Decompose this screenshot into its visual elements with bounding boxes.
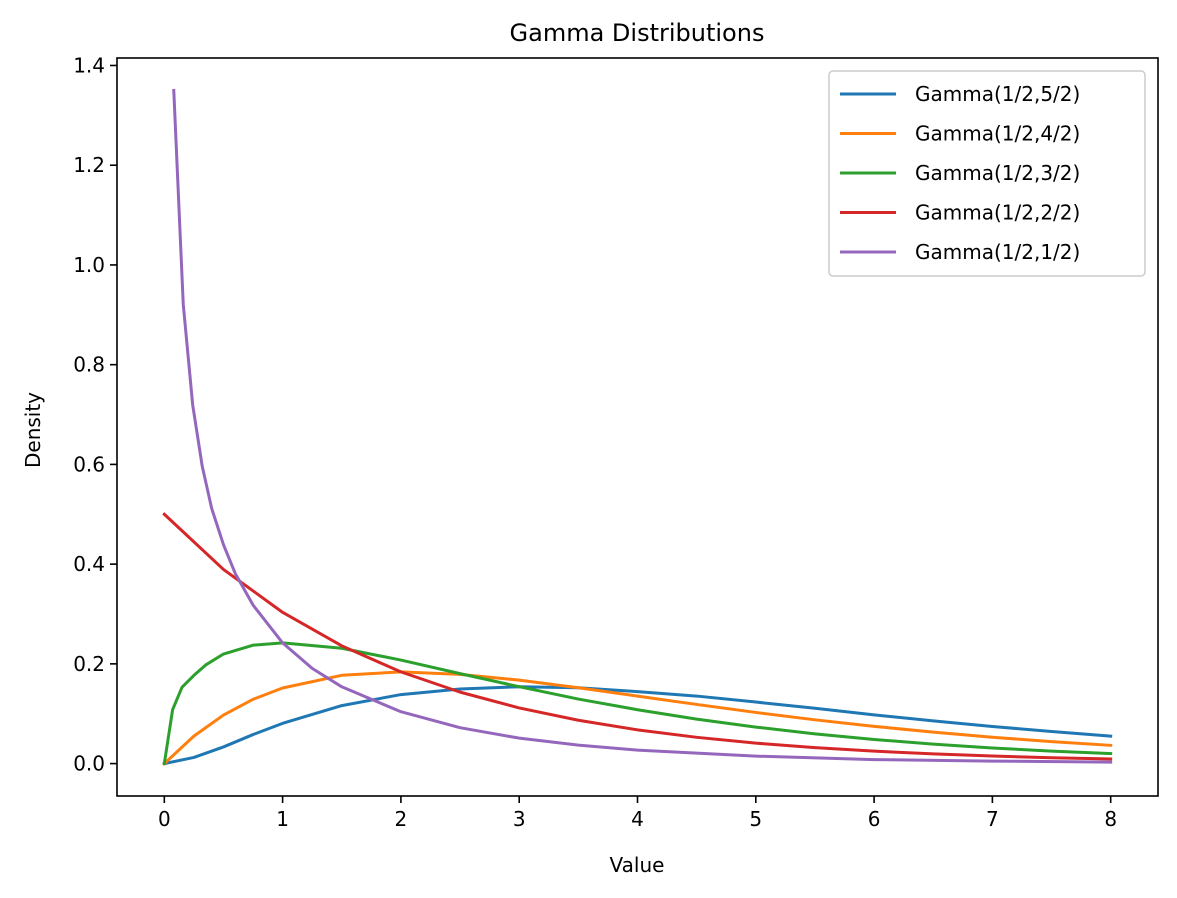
y-tick-label: 1.4 (73, 53, 105, 77)
x-tick-label: 1 (276, 807, 289, 831)
x-axis-title: Value (610, 853, 665, 877)
legend-label: Gamma(1/2,1/2) (915, 240, 1080, 264)
legend: Gamma(1/2,5/2) Gamma(1/2,4/2) Gamma(1/2,3/… (828, 70, 1146, 277)
y-tick-label: 1.0 (73, 253, 105, 277)
plot-area: 0 1 2 3 4 5 6 7 8 0.0 0.2 0.4 0.6 0.8 1.0 1.2 1.4 (73, 53, 1159, 831)
series-line-2 (162, 670, 1113, 766)
legend-items: Gamma(1/2,5/2) Gamma(1/2,4/2) Gamma(1/2,3/… (840, 82, 1080, 264)
y-tick-label: 0.8 (73, 353, 105, 377)
series-line-3 (162, 641, 1113, 766)
y-tick-label: 0.2 (73, 652, 105, 676)
x-axis-ticks: 0 1 2 3 4 5 6 7 8 (158, 796, 1117, 831)
y-axis-title: Density (21, 392, 45, 468)
series-line-5 (172, 88, 1113, 764)
y-tick-label: 0.6 (73, 452, 105, 476)
x-tick-label: 6 (868, 807, 881, 831)
legend-label: Gamma(1/2,2/2) (915, 201, 1080, 225)
x-tick-label: 5 (749, 807, 762, 831)
x-tick-label: 8 (1104, 807, 1117, 831)
legend-label: Gamma(1/2,4/2) (915, 122, 1080, 146)
x-tick-label: 3 (513, 807, 526, 831)
chart-title: Gamma Distributions (510, 19, 765, 47)
legend-label: Gamma(1/2,3/2) (915, 161, 1080, 185)
series-layer (162, 88, 1113, 766)
y-axis-ticks: 0.0 0.2 0.4 0.6 0.8 1.0 1.2 1.4 (73, 53, 117, 776)
x-tick-label: 4 (631, 807, 644, 831)
y-tick-label: 0.0 (73, 752, 105, 776)
series-line-4 (162, 512, 1113, 761)
x-tick-label: 0 (158, 807, 171, 831)
y-tick-label: 0.4 (73, 552, 105, 576)
x-tick-label: 7 (986, 807, 999, 831)
legend-box (828, 70, 1146, 277)
x-tick-label: 2 (395, 807, 408, 831)
legend-label: Gamma(1/2,5/2) (915, 82, 1080, 106)
series-line-1 (162, 685, 1113, 766)
y-tick-label: 1.2 (73, 153, 105, 177)
